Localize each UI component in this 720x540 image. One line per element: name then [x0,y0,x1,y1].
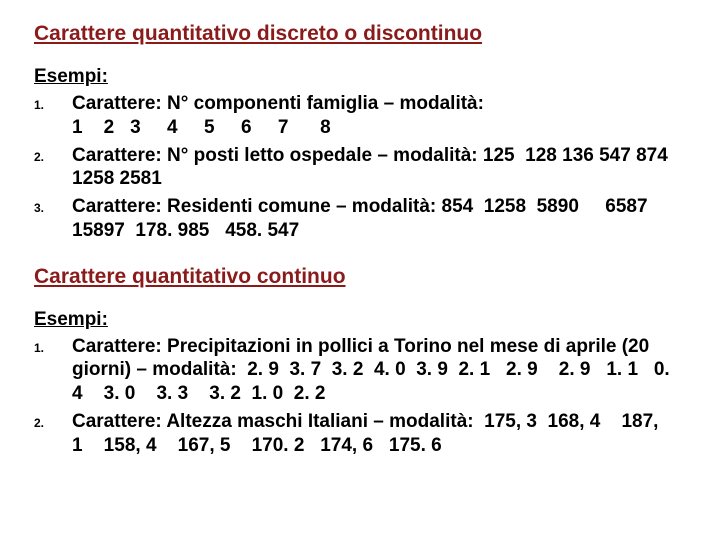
list-item: 2. Carattere: Altezza maschi Italiani – … [34,410,686,458]
list-text: Carattere: Altezza maschi Italiani – mod… [72,410,686,458]
page: Carattere quantitativo discreto o discon… [0,0,720,501]
list-marker: 3. [34,195,72,243]
list-text: Carattere: N° componenti famiglia – moda… [72,92,686,140]
esempi-label-1: Esempi: [34,66,686,88]
list-item: 2. Carattere: N° posti letto ospedale – … [34,144,686,192]
list-item: 1. Carattere: N° componenti famiglia – m… [34,92,686,140]
list-text: Carattere: N° posti letto ospedale – mod… [72,144,686,192]
list-1: 1. Carattere: N° componenti famiglia – m… [34,92,686,243]
list-2: 1. Carattere: Precipitazioni in pollici … [34,335,686,458]
section-title-1: Carattere quantitativo discreto o discon… [34,22,686,46]
section-title-2: Carattere quantitativo continuo [34,265,686,289]
list-item: 1. Carattere: Precipitazioni in pollici … [34,335,686,406]
list-marker: 2. [34,144,72,192]
list-text: Carattere: Residenti comune – modalità: … [72,195,686,243]
esempi-label-2: Esempi: [34,309,686,331]
list-item: 3. Carattere: Residenti comune – modalit… [34,195,686,243]
list-text: Carattere: Precipitazioni in pollici a T… [72,335,686,406]
list-marker: 1. [34,92,72,140]
list-marker: 1. [34,335,72,406]
list-marker: 2. [34,410,72,458]
